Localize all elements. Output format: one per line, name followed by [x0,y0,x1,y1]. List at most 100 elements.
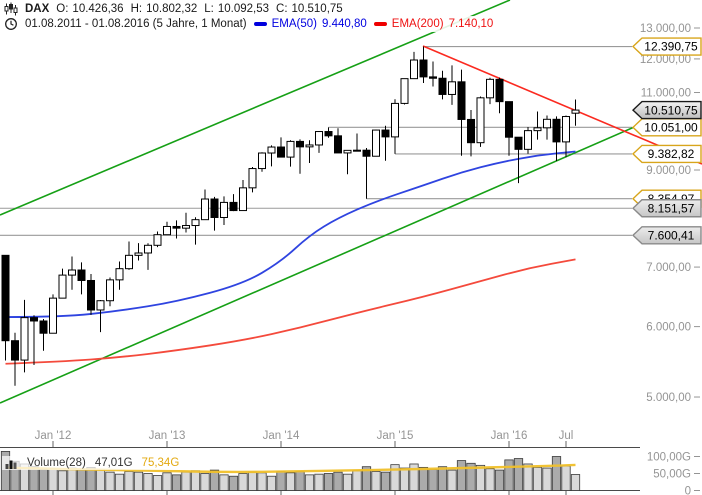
trendline-descending-resistance[interactable] [422,45,702,165]
candle-body [467,118,475,144]
volume-bar [361,466,372,491]
ema200-value: 7.140,10 [448,18,494,30]
price-callout[interactable]: 12.390,75 [631,37,702,56]
candle-body [296,140,304,148]
symbol-label[interactable]: DAX [25,3,50,15]
candle-body [210,198,219,218]
candle-body [533,127,542,132]
candle-body [438,77,447,95]
volume-bar [29,466,39,491]
candle-body [305,144,314,148]
y-axis-label: 13.000,00 [640,23,691,35]
candle-body [267,146,276,154]
ema200-legend[interactable]: EMA(200) 7.140,10 [373,18,494,30]
price-callout-label: 9.382,82 [648,147,695,161]
volume-legend: Volume(28) 47,01G 75,34G [2,456,184,470]
volume-bar [209,469,220,491]
volume-bar [447,469,457,491]
candlestick-icon [4,2,18,16]
candle-body [334,135,342,154]
candle-body [191,219,200,227]
ema200-line [5,258,576,365]
volume-bar [162,472,172,491]
volume-bar [76,469,87,491]
candle-body [286,140,295,158]
candle-body [20,317,29,361]
volume-ma-line [5,463,576,474]
candle-body [125,254,133,270]
volume-axis-label: 100,00G [647,452,691,464]
volume-bar [0,450,11,491]
candle-body [400,78,409,104]
y-axis-label: 12.000,00 [640,54,691,66]
candle-body [49,297,57,334]
clock-icon [4,17,18,31]
volume-bar [475,464,486,491]
trendline-lower-channel[interactable] [0,117,656,404]
price-callout[interactable]: 9.382,82 [631,144,702,164]
price-callout[interactable]: 10.051,00 [631,118,702,137]
price-callout-shape [631,226,702,245]
volume-bar [523,463,533,491]
candle-body [96,300,105,311]
candle-body [134,252,143,256]
close-readout: C: 10.510,75 [276,3,343,15]
volume-bar [190,470,201,491]
volume-label[interactable]: Volume(28) [27,457,86,469]
volume-bar [466,462,476,491]
candle-body [229,201,238,212]
price-callout-shape [631,100,702,120]
price-callout-label: 10.510,75 [644,103,698,117]
candle-body [391,102,399,138]
price-callout-shape [631,199,702,218]
volume-bar [504,459,514,491]
price-callout[interactable]: 7.600,41 [631,226,702,245]
candle-body [258,152,266,170]
volume-bar [171,474,182,491]
volume-bar [513,458,524,491]
volume-bar [67,467,77,491]
volume-bar [228,475,239,491]
candle-body [248,168,257,189]
volume-bar [532,466,543,491]
volume-bar [333,471,343,491]
candle-body [77,269,86,281]
volume-bar [409,463,419,491]
candle-body [39,320,48,334]
price-callout[interactable]: 10.510,75 [631,100,702,120]
candle-body [552,118,561,143]
candle-body [172,225,181,229]
x-axis-label: Jan '14 [263,430,300,442]
volume-bar [105,471,115,491]
price-callout-shape [631,144,702,164]
volume-bar [114,473,125,491]
volume-bar [152,475,163,491]
volume-current-value: 47,01G [94,457,133,469]
volume-bar [542,467,552,491]
instrument-header: DAX O: 10.426,36 H: 10.802,32 L: 10.092,53 … [2,1,347,17]
y-axis-label: 5.000,00 [646,392,691,404]
candle-body [495,78,504,103]
price-callout[interactable]: 8.151,57 [631,199,702,218]
candle-body [220,201,228,218]
ema200-label: EMA(200) [391,18,444,30]
candle-body [429,76,437,79]
ema50-legend[interactable]: EMA(50) 9.440,80 [253,18,367,30]
volume-bar [257,472,267,491]
trendline-upper-channel[interactable] [0,0,511,216]
volume-bar [219,474,229,491]
ema50-line [5,150,576,318]
candle-body [277,146,285,158]
date-range-label[interactable]: 01.08.2011 - 01.08.2016 (5 Jahre, 1 Mona… [25,18,247,30]
candle-body [153,234,162,246]
y-axis-label: 11.000,00 [641,88,691,100]
candle-body [343,149,352,154]
volume-bar [418,466,429,491]
volume-bar [437,466,448,491]
volume-bar [238,473,248,491]
candle-body [1,254,10,342]
volume-bar [276,471,286,491]
candle-body [201,198,209,221]
